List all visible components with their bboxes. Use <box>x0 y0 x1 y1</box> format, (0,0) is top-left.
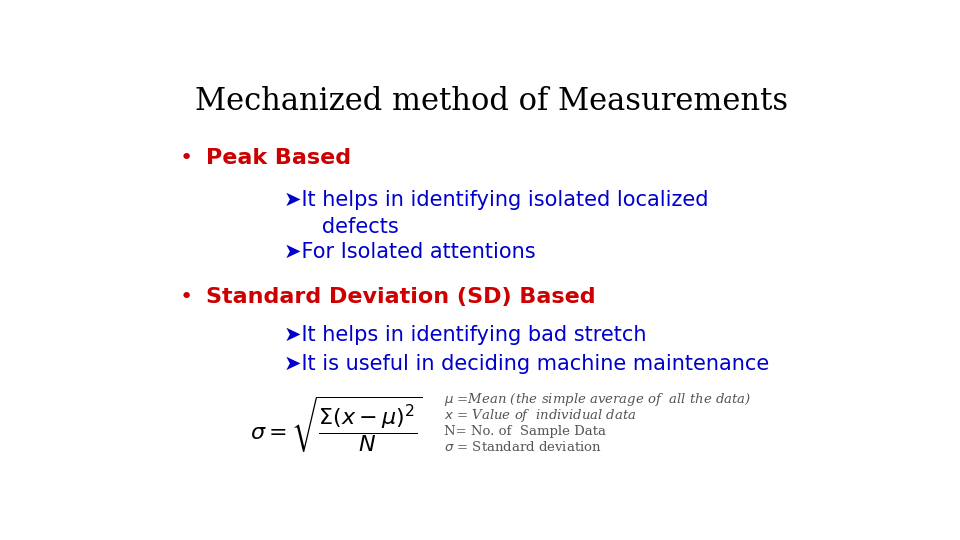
Text: ➤For Isolated attentions: ➤For Isolated attentions <box>284 241 536 261</box>
Text: •: • <box>180 148 193 168</box>
Text: •: • <box>180 287 193 307</box>
Text: ➤It helps in identifying bad stretch: ➤It helps in identifying bad stretch <box>284 325 646 345</box>
Text: Peak Based: Peak Based <box>205 148 350 168</box>
Text: ➤It is useful in deciding machine maintenance: ➤It is useful in deciding machine mainte… <box>284 354 769 374</box>
Text: $\sigma$ = Standard deviation: $\sigma$ = Standard deviation <box>444 440 602 454</box>
Text: Mechanized method of Measurements: Mechanized method of Measurements <box>196 85 788 117</box>
Text: $\sigma = \sqrt{\dfrac{\Sigma(x-\mu)^2}{N}}$: $\sigma = \sqrt{\dfrac{\Sigma(x-\mu)^2}{… <box>251 394 423 455</box>
Text: defects: defects <box>302 217 399 237</box>
Text: N= No. of  Sample Data: N= No. of Sample Data <box>444 424 606 437</box>
Text: ➤It helps in identifying isolated localized: ➤It helps in identifying isolated locali… <box>284 190 708 210</box>
Text: $\mu$ =Mean (the simple average of  all the data): $\mu$ =Mean (the simple average of all t… <box>444 391 751 408</box>
Text: Standard Deviation (SD) Based: Standard Deviation (SD) Based <box>205 287 595 307</box>
Text: $x$ = Value of  individual data: $x$ = Value of individual data <box>444 407 636 424</box>
